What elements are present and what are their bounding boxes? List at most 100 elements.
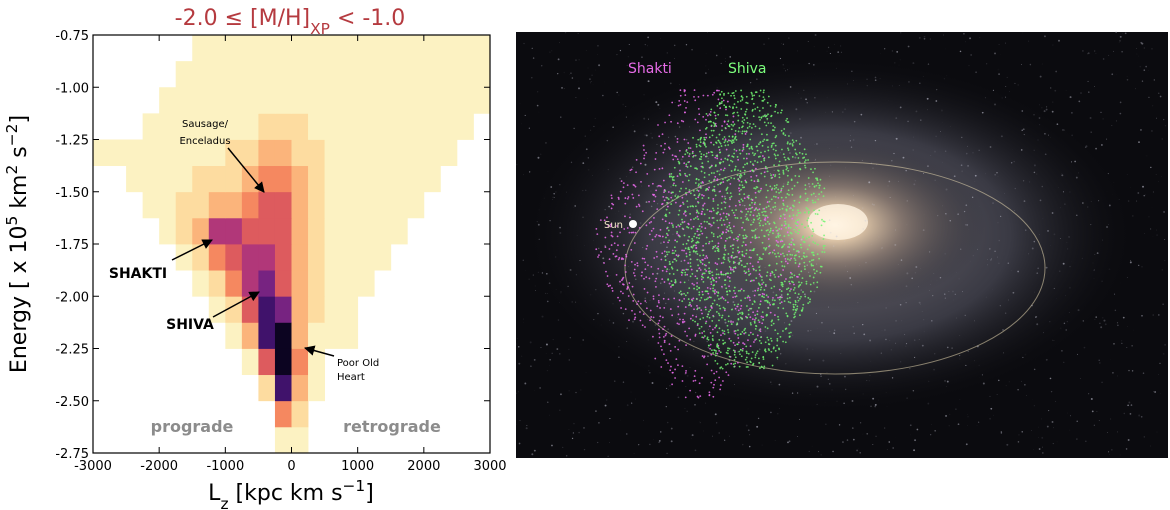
field-star	[1060, 327, 1062, 329]
field-star	[920, 119, 922, 121]
shiva-star	[780, 187, 783, 190]
field-star	[814, 34, 817, 36]
shiva-star	[735, 138, 738, 141]
field-star	[558, 42, 561, 44]
shakti-star	[691, 282, 694, 285]
field-star	[949, 413, 951, 415]
shakti-star	[754, 289, 757, 292]
shiva-star	[697, 138, 700, 141]
shakti-star	[728, 337, 731, 340]
shakti-star	[696, 230, 699, 233]
field-star	[1115, 31, 1117, 33]
field-star	[716, 87, 718, 89]
shiva-star	[732, 124, 735, 127]
field-star	[537, 91, 539, 93]
field-star	[647, 45, 648, 47]
shiva-star	[768, 264, 771, 267]
shakti-star	[643, 154, 646, 157]
shakti-star	[721, 195, 724, 198]
shakti-star	[780, 301, 783, 304]
shiva-star	[798, 161, 801, 164]
shakti-star	[669, 349, 672, 352]
field-star	[1038, 448, 1041, 450]
shakti-star	[676, 158, 679, 161]
shakti-star	[769, 274, 772, 277]
field-star	[747, 408, 749, 410]
shakti-star	[664, 334, 667, 337]
field-star	[1080, 92, 1082, 94]
field-star	[1096, 252, 1099, 255]
shakti-star	[624, 308, 627, 310]
shiva-star	[759, 189, 762, 192]
shiva-star	[751, 249, 753, 252]
field-star	[833, 44, 835, 46]
field-star	[585, 50, 587, 51]
field-star	[908, 81, 910, 83]
field-star	[812, 349, 813, 350]
field-star	[997, 69, 999, 71]
shiva-star	[771, 270, 773, 273]
field-star	[537, 223, 540, 226]
field-star	[1135, 200, 1138, 202]
shakti-star	[742, 342, 744, 344]
shiva-star	[686, 226, 688, 228]
hist-cell	[208, 113, 226, 140]
field-star	[1069, 415, 1071, 417]
hist-cell	[192, 191, 210, 219]
shiva-star	[711, 154, 714, 157]
shakti-star	[706, 94, 709, 97]
shiva-star	[768, 231, 771, 234]
hist-cell	[423, 139, 441, 167]
field-star	[1142, 186, 1144, 188]
field-star	[1134, 88, 1136, 90]
hist-cell	[456, 87, 474, 114]
shiva-star	[716, 331, 719, 334]
field-star	[1076, 214, 1078, 216]
shiva-star	[765, 206, 768, 209]
shiva-star	[711, 302, 714, 305]
shiva-star	[726, 324, 729, 327]
annotation: SHIVA	[166, 317, 214, 333]
field-star	[564, 31, 567, 34]
field-star	[782, 64, 784, 66]
shiva-star	[714, 194, 717, 197]
hist-cell	[258, 87, 276, 114]
shiva-star	[702, 208, 705, 211]
field-star	[806, 264, 808, 266]
shiva-star	[676, 240, 678, 243]
field-star	[625, 106, 627, 108]
shiva-star	[699, 141, 702, 144]
shiva-star	[763, 157, 765, 160]
hist-cell	[308, 322, 325, 349]
field-star	[889, 340, 891, 341]
shakti-star	[666, 205, 669, 208]
field-star	[644, 44, 646, 46]
shiva-star	[743, 157, 745, 160]
field-star	[694, 404, 696, 406]
shiva-star	[714, 164, 717, 167]
field-star	[1102, 58, 1105, 60]
hist-cell	[274, 400, 292, 428]
shiva-star	[764, 210, 767, 213]
hist-cell	[341, 87, 359, 114]
shakti-star	[679, 204, 682, 207]
shakti-star	[709, 110, 712, 113]
shakti-star	[714, 175, 717, 178]
shiva-star	[821, 251, 824, 253]
shiva-star	[751, 236, 754, 239]
field-star	[1159, 362, 1161, 364]
shiva-star	[736, 322, 739, 325]
field-star	[929, 439, 930, 440]
shakti-star	[679, 318, 681, 321]
shiva-star	[785, 165, 788, 168]
field-star	[1095, 147, 1097, 150]
shakti-star	[683, 100, 686, 102]
field-star	[1161, 269, 1163, 271]
shiva-star	[730, 128, 733, 131]
shakti-star	[628, 282, 631, 284]
shiva-star	[742, 241, 745, 244]
shiva-star	[744, 358, 747, 361]
shakti-star	[750, 256, 752, 259]
shiva-star	[792, 214, 795, 217]
shakti-star	[732, 115, 735, 118]
